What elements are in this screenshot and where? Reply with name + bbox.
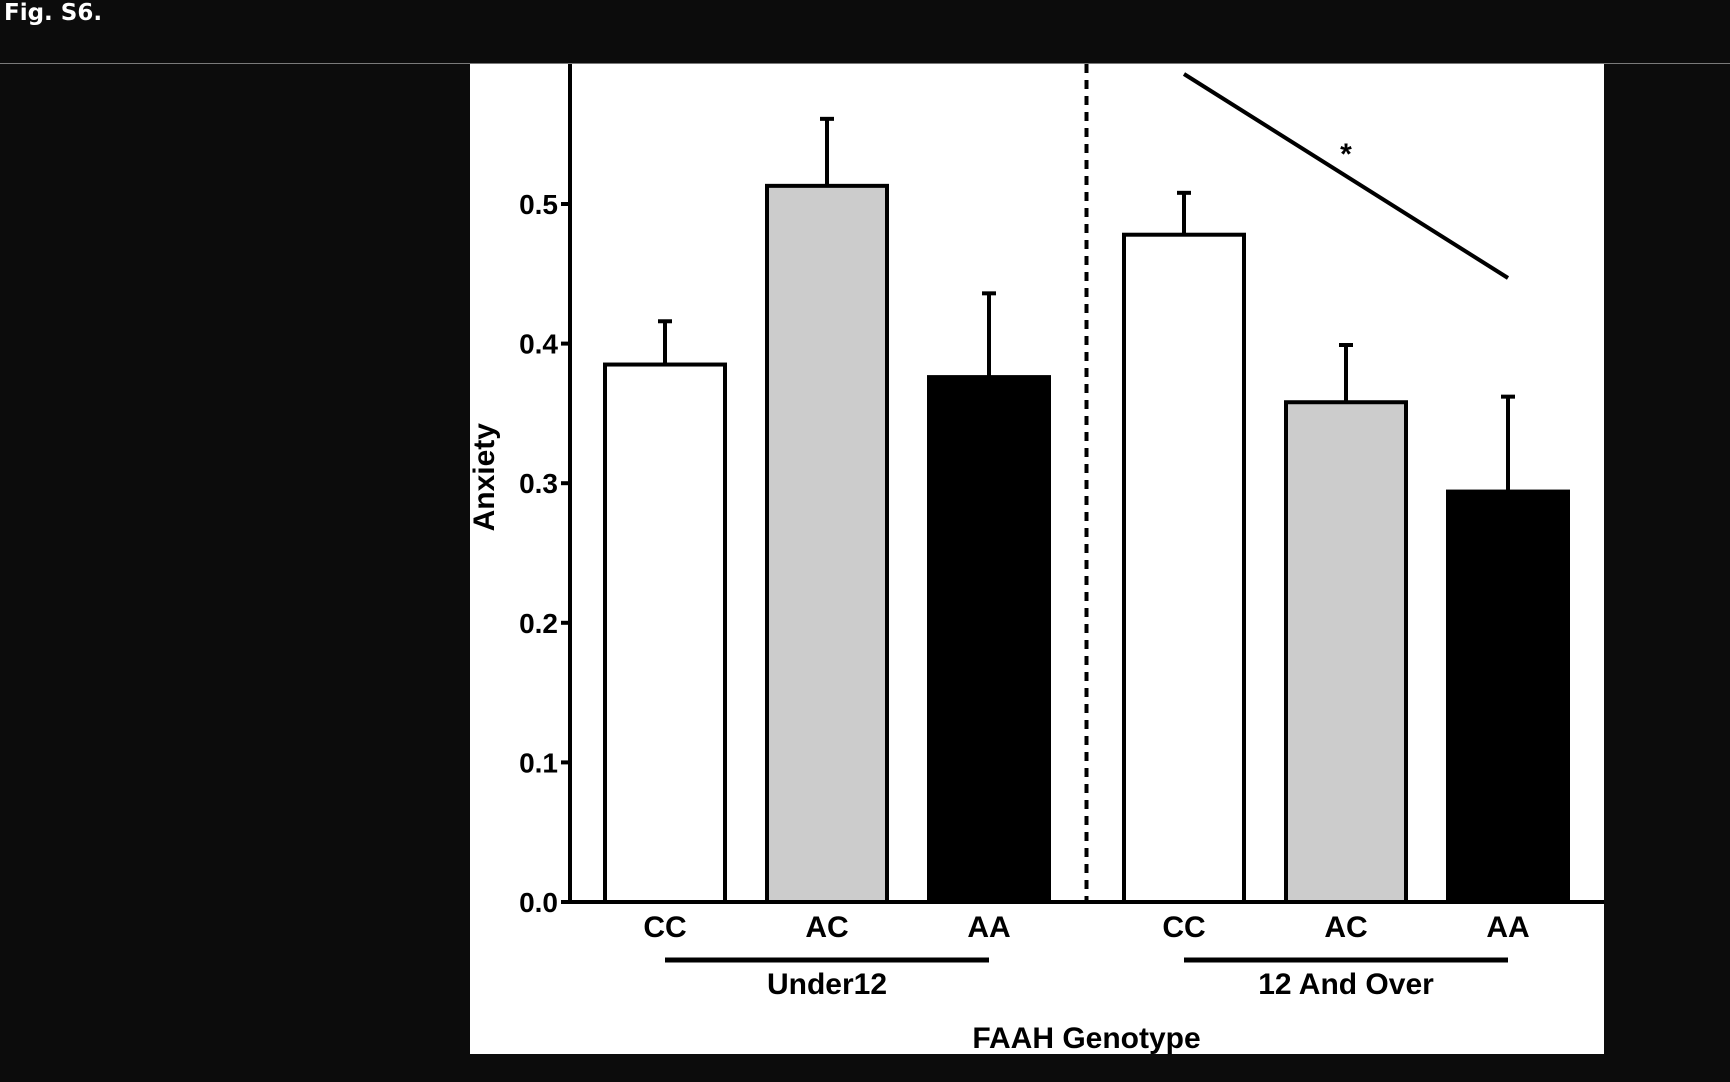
bar-12-and-over-cc [1122, 232, 1246, 905]
y-tick-label: 0.2 [519, 608, 558, 639]
y-tick-label: 0.5 [519, 189, 558, 220]
group-label: 12 And Over [1258, 968, 1434, 1001]
figure-panel: 0.0 0.1 0.2 0.3 0.4 0.5 CC AC AA CC AC AA Under12 1… [470, 64, 1604, 1054]
category-label: AA [967, 911, 1010, 944]
y-axis-ticks: 0.0 0.1 0.2 0.3 0.4 0.5 [519, 189, 570, 918]
bar-12-and-over-ac [1284, 400, 1408, 904]
bar-12-and-over-aa [1446, 489, 1570, 904]
y-tick-label: 0.0 [519, 887, 558, 918]
category-label: AC [1324, 911, 1367, 944]
y-tick-label: 0.1 [519, 747, 558, 778]
category-label: CC [643, 911, 686, 944]
trend-line [1182, 72, 1510, 280]
figure-header: Fig. S6. [0, 0, 1730, 64]
category-labels: CC AC AA CC AC AA [643, 911, 1529, 944]
figure-label: Fig. S6. [4, 0, 103, 26]
bar-under12-ac [765, 183, 889, 905]
group-label: Under12 [767, 968, 887, 1001]
significance-star: * [1340, 138, 1352, 171]
y-axis-label: Anxiety [470, 423, 501, 532]
category-label: CC [1162, 911, 1205, 944]
bars-layer [603, 116, 1570, 905]
y-tick-label: 0.4 [519, 329, 558, 360]
x-axis-label: FAAH Genotype [972, 1022, 1200, 1054]
category-label: AC [805, 911, 848, 944]
group-labels: Under12 12 And Over [665, 957, 1508, 1001]
bar-chart: 0.0 0.1 0.2 0.3 0.4 0.5 CC AC AA CC AC AA Under12 1… [470, 64, 1604, 1054]
y-tick-label: 0.3 [519, 468, 558, 499]
category-label: AA [1486, 911, 1529, 944]
bar-under12-aa [927, 375, 1051, 904]
bar-under12-cc [603, 362, 727, 905]
